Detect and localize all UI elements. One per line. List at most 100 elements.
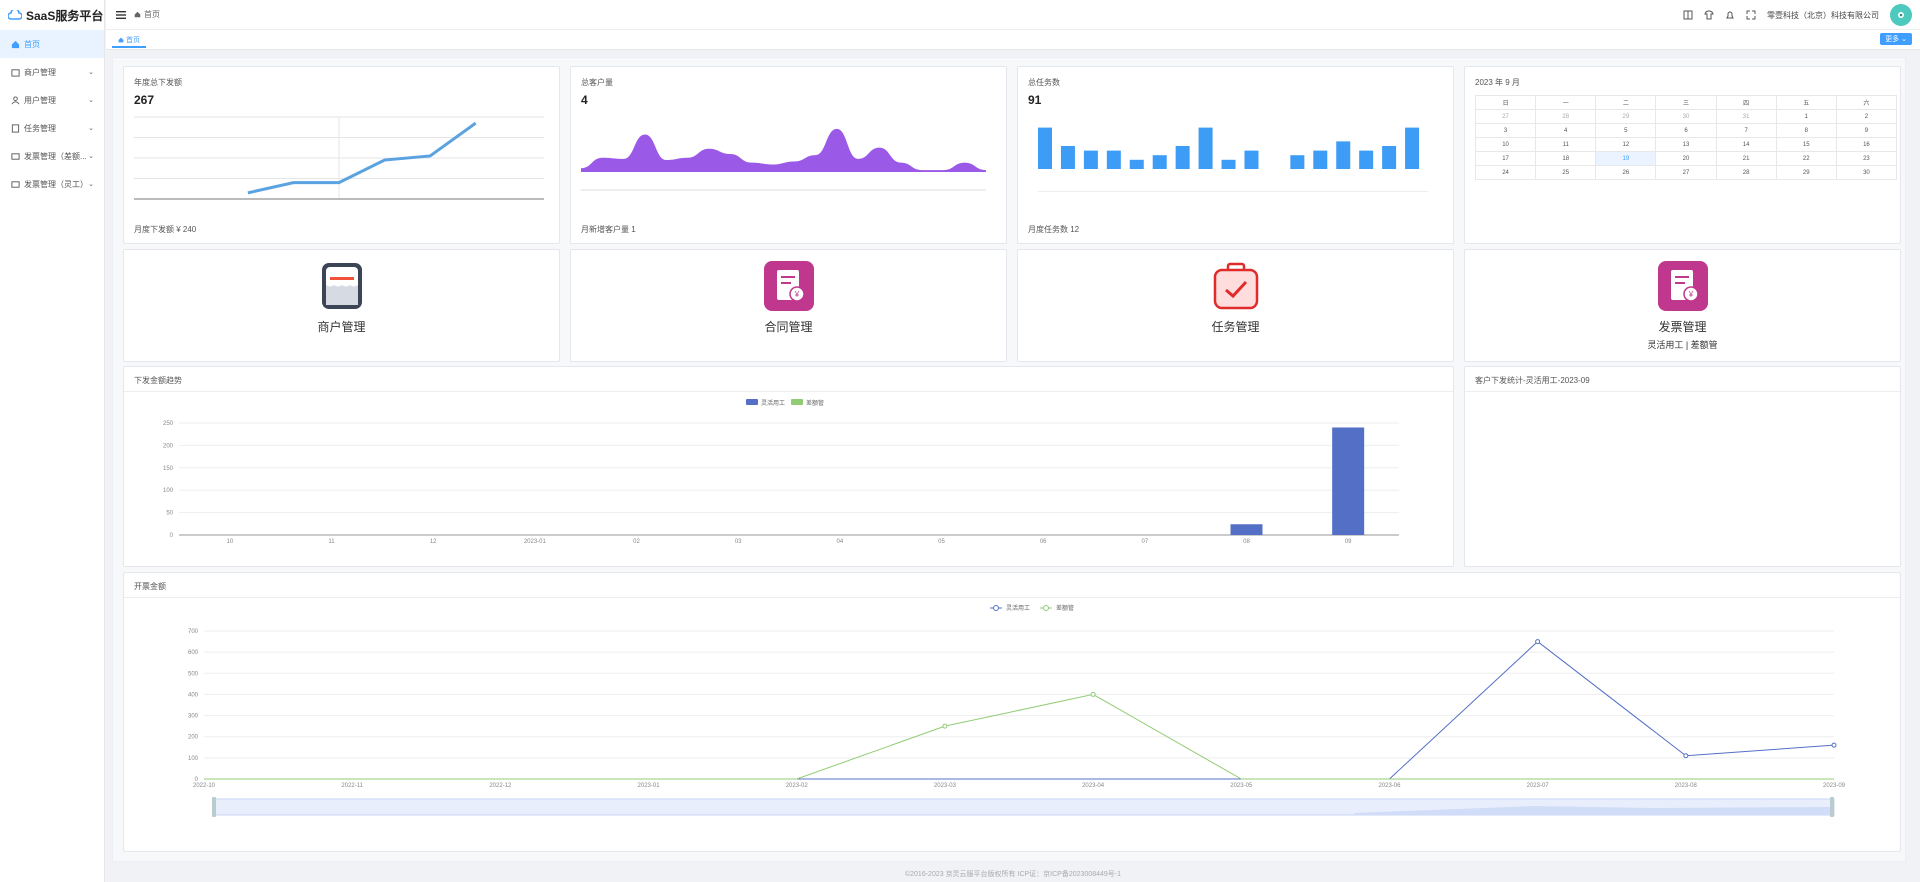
fullscreen-icon[interactable]	[1746, 10, 1756, 20]
calendar-day[interactable]: 18	[1535, 151, 1597, 166]
stat-footer: 月度任务数 12	[1028, 225, 1080, 234]
sidebar-item-tasks[interactable]: 任务管理 ⌄	[0, 114, 104, 142]
calendar-day[interactable]: 24	[1474, 165, 1537, 180]
calendar-weekday: 三	[1655, 95, 1717, 110]
company-name[interactable]: 零壹科技（北京）科技有限公司	[1767, 10, 1879, 20]
calendar-day[interactable]: 11	[1535, 137, 1597, 152]
more-button[interactable]: 更多 ⌄	[1880, 33, 1912, 45]
calendar-day[interactable]: 28	[1715, 165, 1777, 180]
calendar-day[interactable]: 16	[1835, 137, 1898, 152]
legend-marker	[993, 605, 999, 611]
sidebar-item-merchant[interactable]: 商户管理 ⌄	[0, 58, 104, 86]
module-card-invoice[interactable]: ¥ 发票管理 灵活用工 | 差额管	[1464, 249, 1901, 362]
calendar-day[interactable]: 27	[1655, 165, 1717, 180]
calendar-day[interactable]: 15	[1775, 137, 1837, 152]
section-title: 客户下发统计-灵活用工-2023-09	[1475, 376, 1590, 385]
stat-footer: 月新增客户量 1	[581, 225, 636, 234]
task-bar	[1038, 127, 1052, 169]
calendar-day[interactable]: 17	[1474, 151, 1537, 166]
avatar[interactable]	[1890, 4, 1912, 26]
calendar-day[interactable]: 30	[1655, 109, 1717, 124]
calendar-day[interactable]: 27	[1474, 109, 1537, 124]
breadcrumb-home[interactable]: 首页	[144, 10, 160, 19]
y-tick-label: 300	[188, 714, 199, 720]
contract-icon: ¥	[763, 261, 814, 311]
trend-card: 下发金额趋势 灵活用工 差额管 250 200 150 100 50 0 10 11 12 2023-…	[123, 366, 1454, 567]
stat-card-tasks: 总任务数 91 月度任务数 12	[1017, 66, 1454, 244]
data-point	[942, 723, 948, 729]
shirt-icon[interactable]	[1704, 10, 1714, 20]
task-bar	[1129, 159, 1144, 169]
invoice-icon: ¥	[1657, 261, 1708, 311]
chevron-down-icon: ⌄	[88, 69, 94, 76]
module-card-task[interactable]: 任务管理	[1017, 249, 1454, 362]
calendar-day[interactable]: 20	[1655, 151, 1717, 166]
user-avatar-icon	[1898, 12, 1904, 18]
module-label: 任务管理	[1211, 320, 1260, 334]
calendar-day[interactable]: 30	[1835, 165, 1898, 180]
chevron-down-icon: ⌄	[88, 181, 94, 188]
calendar-day[interactable]: 29	[1775, 165, 1837, 180]
cloud-icon	[8, 10, 22, 20]
calendar-weekday: 四	[1715, 95, 1777, 110]
calendar-day[interactable]: 25	[1535, 165, 1597, 180]
calendar-day[interactable]: 6	[1655, 123, 1717, 138]
x-tick-label: 2022-10	[193, 783, 216, 789]
x-tick-label: 2023-08	[1675, 783, 1698, 789]
menu-toggle-icon[interactable]	[116, 10, 126, 19]
sidebar-item-invoice-diff[interactable]: 发票管理（差额... ⌄	[0, 142, 104, 170]
sidebar-item-home[interactable]: 首页	[0, 30, 104, 58]
module-card-contract[interactable]: ¥ 合同管理	[570, 249, 1007, 362]
calendar-weekday: 二	[1595, 95, 1657, 110]
y-tick-label: 100	[163, 488, 174, 494]
section-title: 下发金额趋势	[134, 376, 182, 385]
calendar-day[interactable]: 22	[1775, 151, 1837, 166]
calendar-day[interactable]: 7	[1715, 123, 1777, 138]
task-bar	[1290, 155, 1305, 169]
bell-icon[interactable]	[1725, 10, 1735, 20]
tab-home[interactable]: 首页	[112, 34, 146, 48]
sidebar-item-invoice-flex[interactable]: 发票管理（灵工） ⌄	[0, 170, 104, 198]
calendar-day[interactable]: 26	[1595, 165, 1657, 180]
data-point	[1090, 691, 1096, 697]
calendar-day[interactable]: 2	[1835, 109, 1898, 124]
layout-icon[interactable]	[1683, 10, 1693, 20]
x-tick-label: 2023-03	[934, 783, 957, 789]
module-sublinks[interactable]: 灵活用工 | 差额管	[1647, 340, 1718, 350]
calendar-day[interactable]: 8	[1775, 123, 1837, 138]
calendar-day[interactable]: 19	[1595, 151, 1657, 166]
home-icon	[134, 11, 141, 18]
calendar-day[interactable]: 9	[1835, 123, 1898, 138]
y-tick-label: 700	[188, 629, 199, 635]
sidebar-item-label: 发票管理（差额...	[24, 151, 87, 161]
module-card-merchant[interactable]: 商户管理	[123, 249, 560, 362]
y-tick-label: 150	[163, 466, 174, 472]
x-tick-label: 2022-12	[489, 783, 512, 789]
calendar-day[interactable]: 1	[1775, 109, 1837, 124]
calendar-day[interactable]: 14	[1715, 137, 1777, 152]
calendar-day[interactable]: 12	[1595, 137, 1657, 152]
calendar-grid: 日一二三四五六 27 28 29 30 31 1 2 3 4 5 6 7 8 9 10 11 12 13 14 15 1…	[1474, 95, 1898, 180]
svg-text:¥: ¥	[793, 290, 799, 299]
legend-label: 差额管	[806, 399, 824, 407]
calendar-day[interactable]: 3	[1474, 123, 1537, 138]
app-title: SaaS服务平台	[26, 8, 104, 23]
calendar-day[interactable]: 31	[1715, 109, 1777, 124]
data-point	[1535, 639, 1541, 645]
calendar-day[interactable]: 13	[1655, 137, 1717, 152]
stat-card-customers: 总客户量 4 月新增客户量 1	[570, 66, 1007, 244]
calendar-day[interactable]: 21	[1715, 151, 1777, 166]
app-logo[interactable]: SaaS服务平台	[0, 0, 104, 30]
y-tick-label: 250	[163, 421, 174, 427]
calendar-day[interactable]: 23	[1835, 151, 1898, 166]
calendar-day[interactable]: 10	[1474, 137, 1537, 152]
task-bar	[1405, 127, 1420, 169]
x-tick-label: 09	[1345, 539, 1352, 545]
calendar-day[interactable]: 28	[1535, 109, 1597, 124]
stat-value: 4	[581, 93, 588, 107]
calendar-day[interactable]: 5	[1595, 123, 1657, 138]
calendar-day[interactable]: 29	[1595, 109, 1657, 124]
sidebar-item-users[interactable]: 用户管理 ⌄	[0, 86, 104, 114]
calendar-day[interactable]: 4	[1535, 123, 1597, 138]
